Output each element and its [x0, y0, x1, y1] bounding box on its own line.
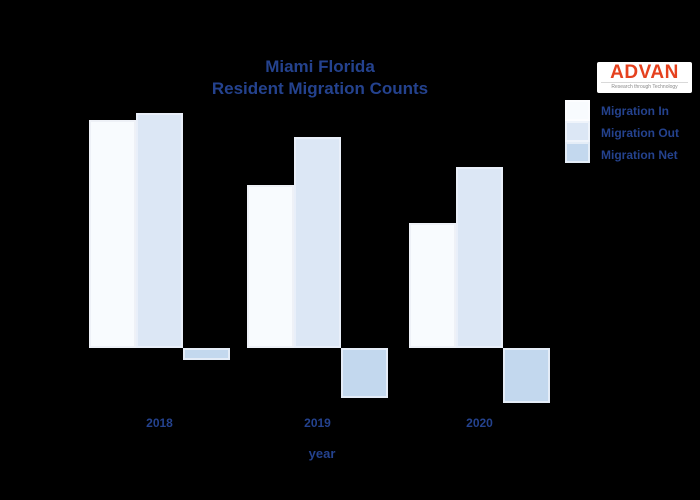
legend-swatch-column: [565, 100, 590, 163]
bar-migration-net-2018: [183, 348, 230, 360]
legend-label-migration-out: Migration Out: [601, 126, 679, 140]
chart-title-line1: Miami Florida: [265, 57, 375, 76]
bar-migration-out-2019: [294, 137, 341, 348]
legend-label-migration-in: Migration In: [601, 104, 669, 118]
legend-swatch-migration-out: [565, 121, 590, 142]
x-axis-title: year: [308, 446, 336, 461]
advan-logo: ADVAN Research through Technology: [597, 62, 692, 93]
chart-title: Miami Florida Resident Migration Counts: [0, 56, 640, 100]
chart-title-line2: Resident Migration Counts: [211, 79, 429, 98]
legend-swatch-migration-in: [565, 100, 590, 121]
legend-swatch-migration-net: [565, 142, 590, 163]
legend-labels: Migration In Migration Out Migration Net: [601, 101, 696, 167]
bar-migration-in-2018: [89, 120, 136, 348]
legend-label-migration-net: Migration Net: [601, 148, 678, 162]
x-tick-2018: 2018: [146, 416, 173, 430]
advan-logo-text: ADVAN: [610, 62, 679, 83]
x-tick-2020: 2020: [466, 416, 493, 430]
bar-migration-in-2020: [409, 223, 456, 348]
bar-migration-in-2019: [247, 185, 294, 348]
bar-migration-net-2019: [341, 348, 388, 398]
bar-migration-net-2020: [503, 348, 550, 403]
bar-migration-out-2020: [456, 167, 503, 348]
advan-logo-tagline: Research through Technology: [601, 82, 688, 90]
bar-migration-out-2018: [136, 113, 183, 348]
x-tick-2019: 2019: [304, 416, 331, 430]
